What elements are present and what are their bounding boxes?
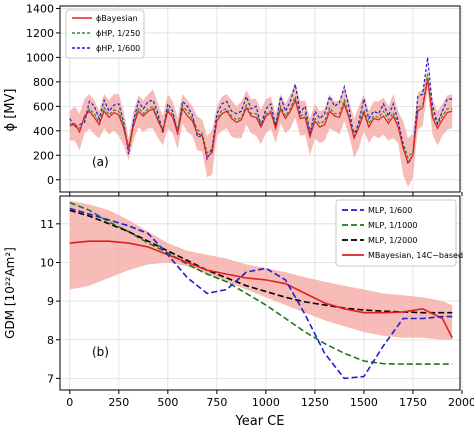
legend-b: MLP, 1/600 MLP, 1/1000 MLP, 1/2000 MBaye… <box>335 199 463 267</box>
legend-label-bayes: ϕBayesian <box>96 14 138 23</box>
y-tick-label: 10 <box>40 256 54 269</box>
legend-box-a <box>65 9 145 59</box>
x-tick-label: 750 <box>206 396 227 409</box>
x-tick-label: 500 <box>157 396 178 409</box>
series-line-bayes14c <box>69 240 453 339</box>
series-line-lp600 <box>69 207 453 380</box>
uncertainty-band-b <box>69 200 453 340</box>
x-tick-label: 1750 <box>399 396 427 409</box>
y-tick-label: 200 <box>33 149 54 162</box>
panel-label-a: (a) <box>92 155 109 169</box>
y-tick-label: 1400 <box>26 2 54 15</box>
x-tick-label: 250 <box>108 396 129 409</box>
series-line-lp1000 <box>69 201 453 365</box>
y-tick-label: 9 <box>47 295 54 308</box>
legend-label-hp250: ϕHP, 1/250 <box>96 29 140 38</box>
panel-b: 7 8 9 10 11 0 250 500 750 1000 1250 1500 1750 2000 (… <box>3 195 474 429</box>
axes-frame-a <box>59 5 461 193</box>
y-axis-label-a: ϕ [MV] <box>3 89 18 132</box>
x-ticks-a <box>69 192 463 196</box>
x-ticks-b: 0 250 500 750 1000 1250 1500 1750 2000 <box>66 390 474 409</box>
y-tick-label: 1000 <box>26 51 54 64</box>
series-line-hp250 <box>69 74 453 159</box>
legend-a: ϕBayesian ϕHP, 1/250 ϕHP, 1/600 <box>65 9 145 59</box>
legend-label-lp2000: MLP, 1/2000 <box>368 236 417 245</box>
series-line-bayesian <box>69 79 453 164</box>
legend-label-hp600: ϕHP, 1/600 <box>96 44 140 53</box>
y-tick-label: 11 <box>40 218 54 231</box>
legend-label-bayes14c: MBayesian, 14C−based <box>368 251 463 260</box>
x-tick-label: 1500 <box>350 396 378 409</box>
x-tick-label: 0 <box>66 396 73 409</box>
y-tick-label: 600 <box>33 100 54 113</box>
y-tick-label: 7 <box>47 372 54 385</box>
y-tick-label: 400 <box>33 125 54 138</box>
legend-label-lp1000: MLP, 1/1000 <box>368 221 417 230</box>
panel-a: 0 200 400 600 800 1000 1200 1400 (a) ϕ [MV] ϕBa… <box>3 2 463 196</box>
x-axis-label: Year CE <box>235 414 285 429</box>
y-tick-label: 800 <box>33 76 54 89</box>
y-axis-label-a-text: ϕ [MV] <box>3 89 18 132</box>
x-tick-label: 1000 <box>252 396 280 409</box>
legend-box-b <box>335 199 457 267</box>
x-tick-label: 1250 <box>301 396 329 409</box>
y-axis-label-b-text: GDM [10²²Am²] <box>3 247 17 339</box>
legend-label-lp600: MLP, 1/600 <box>368 206 412 215</box>
y-tick-label: 8 <box>47 334 54 347</box>
y-ticks-a: 0 200 400 600 800 1000 1200 1400 <box>26 2 60 187</box>
y-tick-label: 1200 <box>26 27 54 40</box>
axes-frame-b <box>59 195 461 391</box>
y-ticks-b: 7 8 9 10 11 <box>40 218 60 385</box>
x-tick-label: 2000 <box>448 396 474 409</box>
y-tick-label: 0 <box>47 174 54 187</box>
panel-label-b: (b) <box>92 345 109 359</box>
y-axis-label-b: GDM [10²²Am²] <box>3 247 17 339</box>
